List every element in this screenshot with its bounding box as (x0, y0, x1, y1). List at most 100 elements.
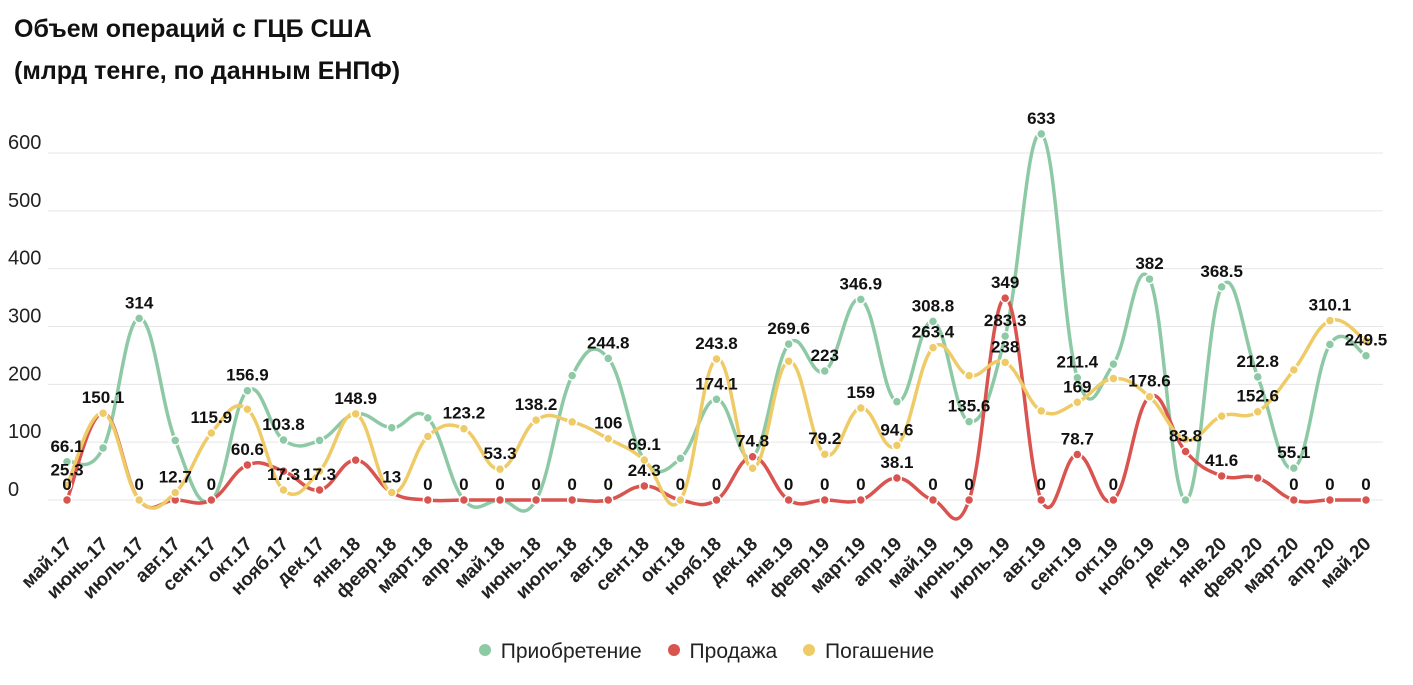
data-point-acquisition (675, 453, 686, 464)
data-label: 106 (594, 414, 622, 433)
data-label: 269.6 (767, 319, 810, 338)
data-label: 0 (1037, 475, 1046, 494)
data-point-acquisition (891, 396, 903, 407)
data-point-redemption (530, 414, 542, 426)
data-point-redemption (891, 440, 903, 451)
data-point-sale (494, 494, 506, 506)
data-point-acquisition (1036, 128, 1047, 140)
data-label: 0 (207, 475, 216, 494)
data-point-redemption (675, 494, 686, 506)
data-point-redemption (1288, 364, 1300, 376)
data-label: 223 (811, 346, 839, 365)
data-label: 0 (567, 475, 576, 494)
data-label: 169 (1063, 377, 1091, 396)
y-tick-label: 400 (8, 248, 41, 270)
data-label: 346.9 (840, 274, 883, 293)
data-point-acquisition (855, 294, 867, 305)
data-label: 24.3 (628, 461, 661, 480)
data-point-acquisition (422, 412, 434, 424)
data-label: 53.3 (483, 444, 516, 463)
data-point-sale (927, 494, 939, 506)
data-point-redemption (133, 494, 145, 506)
data-point-redemption (350, 408, 361, 420)
data-point-acquisition (242, 385, 253, 396)
data-label: 12.7 (159, 468, 192, 487)
data-label: 0 (62, 475, 71, 494)
data-point-acquisition (927, 316, 939, 327)
data-point-redemption (97, 407, 109, 419)
data-label: 310.1 (1309, 296, 1352, 315)
data-point-acquisition (603, 353, 614, 364)
data-label: 0 (1361, 475, 1370, 494)
data-label: 66.1 (50, 437, 83, 456)
data-label: 159 (847, 383, 875, 402)
data-label: 314 (125, 293, 154, 312)
legend-item-sale[interactable]: Продажа (667, 640, 777, 664)
data-point-sale (819, 494, 830, 506)
data-point-sale (1216, 470, 1227, 482)
data-point-redemption (747, 462, 758, 474)
data-label: 0 (134, 475, 143, 494)
data-point-acquisition (278, 434, 289, 446)
data-point-redemption (1216, 410, 1227, 422)
data-label: 238 (991, 337, 1019, 356)
chart-legend: Приобретение Продажа Погашение (0, 640, 1413, 664)
data-point-redemption (1252, 406, 1263, 417)
data-label: 212.8 (1236, 352, 1279, 371)
data-label: 55.1 (1277, 443, 1310, 462)
data-label: 152.6 (1236, 387, 1279, 406)
data-label: 123.2 (443, 404, 486, 423)
data-label: 25.3 (50, 460, 83, 479)
data-label: 135.6 (948, 397, 991, 416)
data-point-acquisition (963, 416, 975, 427)
y-tick-label: 0 (8, 479, 19, 501)
data-label: 156.9 (226, 366, 269, 385)
data-point-sale (1036, 494, 1047, 506)
data-point-sale (278, 465, 289, 477)
data-point-redemption (1072, 397, 1083, 408)
data-point-redemption (1180, 434, 1191, 445)
data-point-redemption (494, 463, 506, 475)
data-label: 148.9 (334, 389, 377, 408)
data-point-acquisition (711, 394, 722, 405)
y-tick-label: 100 (8, 421, 41, 443)
data-point-redemption (855, 402, 867, 414)
data-point-redemption (1108, 373, 1119, 384)
legend-item-redemption[interactable]: Погашение (803, 640, 934, 664)
data-point-acquisition (386, 422, 397, 433)
data-point-redemption (386, 487, 397, 498)
data-label: 0 (856, 475, 865, 494)
data-label: 0 (784, 475, 793, 494)
data-label: 0 (820, 475, 829, 494)
data-point-redemption (458, 423, 470, 434)
data-point-redemption (603, 433, 614, 444)
data-label: 263.4 (912, 323, 955, 342)
data-point-acquisition (1108, 358, 1119, 370)
data-point-acquisition (1180, 494, 1191, 506)
data-point-redemption (422, 431, 434, 442)
data-point-redemption (999, 357, 1011, 368)
legend-item-acquisition[interactable]: Приобретение (478, 640, 642, 664)
data-point-sale (422, 494, 434, 506)
data-point-redemption (819, 448, 830, 460)
data-label: 0 (459, 475, 468, 494)
legend-label: Приобретение (500, 640, 642, 663)
data-point-acquisition (999, 330, 1011, 342)
data-point-redemption (314, 465, 325, 477)
y-tick-label: 300 (8, 306, 41, 328)
data-point-sale (458, 494, 470, 506)
y-tick-label: 600 (8, 132, 41, 154)
data-label: 103.8 (262, 415, 305, 434)
data-label: 283.3 (984, 311, 1027, 330)
data-point-sale (855, 494, 867, 506)
legend-marker-icon (478, 644, 491, 657)
data-label: 150.1 (82, 388, 125, 407)
data-label: 243.8 (695, 334, 738, 353)
data-point-sale (242, 459, 253, 471)
data-point-redemption (61, 480, 73, 491)
data-point-redemption (1036, 405, 1047, 417)
data-point-acquisition (1360, 350, 1372, 361)
data-label: 0 (1325, 475, 1334, 494)
data-point-sale (603, 494, 614, 506)
data-label: 79.2 (808, 429, 841, 448)
